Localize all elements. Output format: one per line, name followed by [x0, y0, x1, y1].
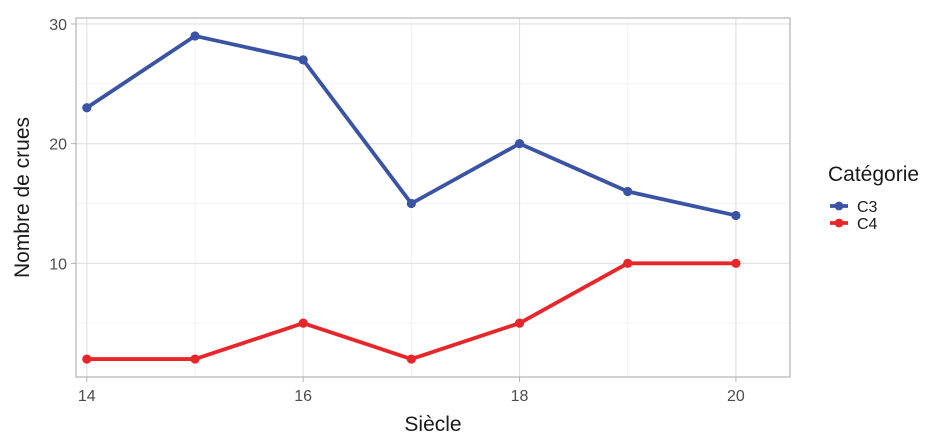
data-point-c3 — [731, 210, 741, 221]
data-point-c4 — [82, 354, 92, 364]
x-tick-label: 18 — [511, 388, 529, 405]
minor-gridlines — [76, 18, 790, 377]
data-point-c4 — [623, 258, 633, 268]
data-point-c4 — [514, 318, 525, 328]
data-point-c4 — [190, 354, 200, 364]
x-tick-label: 20 — [727, 388, 745, 405]
major-gridlines — [76, 18, 790, 377]
data-point-c3 — [82, 103, 92, 113]
data-point-c3 — [406, 198, 416, 209]
data-point-c3 — [298, 55, 308, 65]
y-tick-label: 30 — [49, 17, 67, 34]
y-tick-label: 20 — [49, 137, 67, 154]
data-point-c3 — [623, 186, 633, 197]
x-axis-ticks: 14 16 18 20 — [78, 377, 745, 405]
data-point-c4 — [298, 318, 308, 328]
legend-label-c4: C4 — [857, 216, 878, 233]
legend-key-point-c3 — [834, 201, 844, 211]
x-tick-label: 14 — [78, 388, 96, 405]
legend-title: Catégorie — [828, 163, 919, 186]
x-axis-title: Siècle — [404, 413, 461, 435]
series-layer — [82, 31, 741, 364]
data-point-c4 — [406, 354, 416, 364]
data-point-c3 — [190, 31, 200, 41]
y-tick-label: 10 — [49, 256, 67, 273]
y-axis-ticks: 10 20 30 — [49, 17, 76, 273]
x-tick-label: 16 — [294, 388, 312, 405]
plot-panel-border — [75, 17, 791, 378]
y-axis-title: Nombre de crues — [11, 117, 34, 278]
data-point-c4 — [731, 258, 741, 268]
legend-label-c3: C3 — [857, 199, 878, 216]
data-point-c3 — [514, 139, 525, 149]
legend-key-point-c4 — [834, 218, 844, 228]
